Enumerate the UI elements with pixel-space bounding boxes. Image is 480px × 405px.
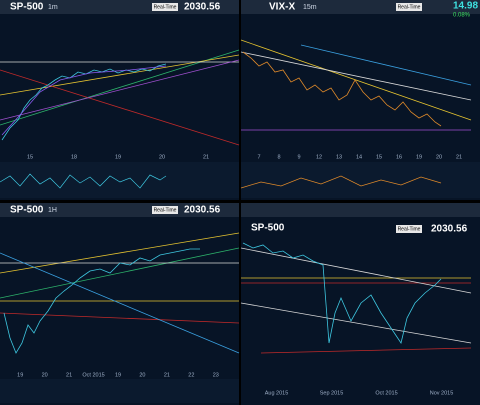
x-axis-label: Nov 2015 — [430, 390, 454, 396]
chart-lines — [0, 232, 240, 354]
x-axis-label: 9 — [297, 154, 300, 160]
x-axis-label: 21 — [456, 154, 462, 160]
chart-lines — [0, 49, 240, 146]
button[interactable] — [152, 206, 178, 214]
x-axis-label: Oct 2015 — [82, 372, 104, 378]
x-axis-label: 14 — [356, 154, 362, 160]
price: 2030.56 — [184, 205, 221, 216]
indicator-pane — [0, 379, 239, 403]
interval: 1H — [48, 207, 57, 214]
symbol: VIX-X — [269, 2, 295, 13]
header — [0, 0, 239, 14]
button[interactable] — [152, 3, 178, 11]
symbol: SP-500 — [10, 205, 44, 216]
x-axis-label: 8 — [277, 154, 280, 160]
button-label[interactable]: Real-Time — [154, 4, 177, 10]
header — [0, 203, 239, 217]
panel-bg — [0, 203, 239, 405]
x-axis-label: 15 — [376, 154, 382, 160]
indicator-pane — [0, 162, 239, 198]
change: 0.08% — [453, 13, 471, 19]
x-axis-label: 19 — [416, 154, 422, 160]
price: 14.98 — [453, 1, 478, 12]
x-axis-label: 13 — [336, 154, 342, 160]
x-axis-label: 20 — [159, 154, 165, 160]
x-axis-label: 19 — [115, 372, 121, 378]
x-axis-label: 20 — [436, 154, 442, 160]
button-label[interactable]: Real-Time — [398, 4, 421, 10]
indicator-line — [240, 175, 442, 189]
button-label[interactable]: Real-Time — [398, 226, 421, 232]
x-axis-label: 18 — [71, 154, 77, 160]
x-axis-label: 20 — [42, 372, 48, 378]
x-axis-label: 23 — [213, 372, 219, 378]
price: 2030.56 — [431, 224, 468, 235]
x-axis-label: 16 — [396, 154, 402, 160]
x-axis-label: 7 — [257, 154, 260, 160]
interval: 1m — [48, 4, 58, 11]
x-axis-label: 21 — [164, 372, 170, 378]
indicator-line — [0, 173, 167, 189]
x-axis-label: 22 — [188, 372, 194, 378]
x-axis-label: 12 — [316, 154, 322, 160]
button-label[interactable]: Real-Time — [154, 207, 177, 213]
x-axis-label: 21 — [66, 372, 72, 378]
symbol: SP-500 — [251, 223, 285, 234]
header — [241, 203, 480, 217]
price: 2030.56 — [184, 2, 221, 13]
panel: SP-500 Real-Time 2030.56 Aug 2015 Sep 201… — [240, 203, 480, 405]
x-axis-label: 15 — [27, 154, 33, 160]
button[interactable] — [396, 225, 422, 233]
panel: SP-500 1m Real-Time 2030.56 15 18 19 20 21 — [0, 0, 240, 200]
panel: VIX-X 15m Real-Time 14.98 0.08% 7 8 9 12 13 1… — [240, 0, 480, 200]
button[interactable] — [396, 3, 422, 11]
symbol: SP-500 — [10, 2, 44, 13]
indicator-pane — [241, 162, 480, 198]
panel: SP-500 1H Real-Time 2030.56 19 20 21 Oct 20… — [0, 203, 240, 405]
x-axis-label: 19 — [17, 372, 23, 378]
x-axis-label: 21 — [203, 154, 209, 160]
chart-lines — [240, 39, 472, 131]
x-axis-label: Oct 2015 — [375, 390, 397, 396]
x-axis-label: Aug 2015 — [265, 390, 289, 396]
x-axis-label: 19 — [115, 154, 121, 160]
interval: 15m — [303, 4, 317, 11]
x-axis-label: 20 — [139, 372, 145, 378]
chart-lines — [240, 242, 472, 354]
x-axis-label: Sep 2015 — [320, 390, 344, 396]
